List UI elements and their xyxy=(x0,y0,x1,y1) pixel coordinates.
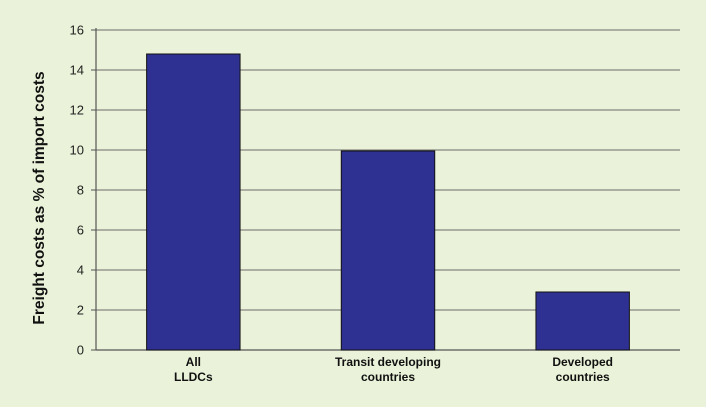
x-category-label: All LLDCs xyxy=(174,355,213,384)
bar-2 xyxy=(340,150,436,351)
y-tick-label: 10 xyxy=(70,143,84,158)
bars xyxy=(146,53,630,351)
y-tick-label: 4 xyxy=(77,263,84,278)
y-tick-label: 6 xyxy=(77,223,84,238)
x-category-label: Transit developing countries xyxy=(335,355,441,384)
bar-3 xyxy=(535,291,630,351)
category-labels: All LLDCs Transit developing countries Devel… xyxy=(174,355,613,384)
x-category-label: Developed countries xyxy=(552,355,613,384)
y-tick-label: 2 xyxy=(77,303,84,318)
y-axis-title: Freight costs as % of import costs xyxy=(31,71,48,324)
y-tick-label: 0 xyxy=(77,343,84,358)
y-tick-label: 14 xyxy=(70,63,84,78)
bar-1 xyxy=(146,53,241,351)
y-tick-label: 8 xyxy=(77,183,84,198)
y-tick-label: 12 xyxy=(70,103,84,118)
y-tick-label: 16 xyxy=(70,23,84,38)
